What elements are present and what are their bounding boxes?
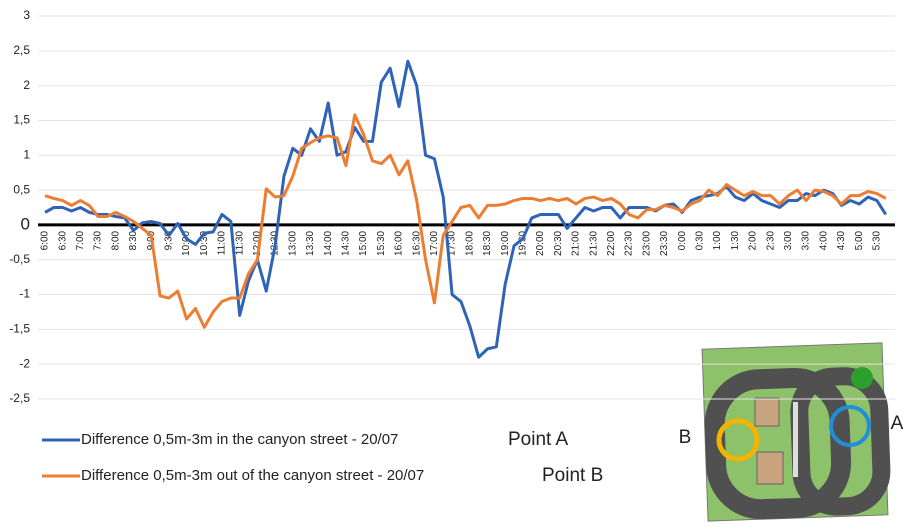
x-tick-label: 15:30: [376, 230, 387, 255]
y-tick-label: 3: [23, 8, 30, 22]
x-tick-label: 7:00: [75, 230, 86, 250]
x-tick-label: 18:00: [464, 230, 475, 255]
x-tick-label: 10:30: [199, 230, 210, 255]
x-tick-label: 3:00: [783, 230, 794, 250]
legend-label: Difference 0,5m-3m in the canyon street …: [81, 431, 398, 448]
x-tick-label: 4:00: [818, 230, 829, 250]
y-tick-label: 1: [23, 147, 30, 161]
x-tick-label: 12:00: [252, 230, 263, 255]
annotation: Point A: [508, 429, 569, 450]
x-tick-label: 14:00: [323, 230, 334, 255]
x-tick-label: 17:00: [429, 230, 440, 255]
data-line: [44, 113, 887, 329]
x-tick-label: 16:30: [411, 230, 422, 255]
data-line: [44, 59, 888, 359]
x-tick-label: 22:30: [624, 230, 635, 255]
x-tick-label: 19:30: [518, 230, 529, 255]
x-tick-label: 5:30: [872, 230, 883, 250]
y-tick-label: -1,5: [9, 322, 30, 336]
y-tick-label: 0: [21, 214, 30, 233]
x-tick-label: 19:00: [500, 230, 511, 255]
legend-label: Difference 0,5m-3m out of the canyon str…: [81, 467, 424, 484]
x-tick-label: 20:30: [553, 230, 564, 255]
y-tick-label: 2,5: [13, 43, 30, 57]
site-map: [701, 342, 891, 522]
x-tick-label: 6:00: [40, 230, 51, 250]
y-tick-label: -2,5: [9, 391, 30, 405]
x-tick-label: 0:30: [695, 230, 706, 250]
x-tick-label: 18:30: [482, 230, 493, 255]
x-tick-label: 13:30: [305, 230, 316, 255]
x-tick-label: 1:00: [712, 230, 723, 250]
y-tick-label: 1,5: [13, 113, 30, 127]
y-tick-label: -1: [19, 287, 30, 301]
x-tick-label: 13:00: [287, 230, 298, 255]
annotation: B: [679, 427, 692, 448]
x-tick-label: 11:30: [234, 230, 245, 255]
x-tick-label: 8:30: [128, 230, 139, 250]
x-tick-label: 20:00: [535, 230, 546, 255]
x-tick-label: 3:30: [801, 230, 812, 250]
x-tick-label: 23:00: [641, 230, 652, 255]
x-tick-label: 21:00: [571, 230, 582, 255]
y-tick-label: -0,5: [9, 252, 30, 266]
x-tick-label: 7:30: [93, 230, 104, 250]
y-tick-label: -2: [19, 356, 30, 370]
annotation: A: [891, 413, 904, 434]
x-tick-label: 16:00: [394, 230, 405, 255]
x-tick-label: 10:00: [181, 230, 192, 255]
x-tick-label: 4:30: [836, 230, 847, 250]
x-tick-label: 11:00: [217, 230, 228, 255]
x-tick-label: 23:30: [659, 230, 670, 255]
x-tick-label: 9:30: [164, 230, 175, 250]
x-tick-label: 1:30: [730, 230, 741, 250]
x-tick-label: 5:00: [854, 230, 865, 250]
y-tick-label: 0,5: [13, 182, 30, 196]
x-tick-label: 6:30: [57, 230, 68, 250]
x-tick-label: 17:30: [447, 230, 458, 255]
x-tick-label: 14:30: [341, 230, 352, 255]
x-tick-label: 15:00: [358, 230, 369, 255]
x-tick-label: 0:00: [677, 230, 688, 250]
x-tick-label: 2:00: [748, 230, 759, 250]
annotation: Point B: [542, 465, 603, 486]
y-tick-label: 2: [23, 78, 30, 92]
x-tick-label: 8:00: [110, 230, 121, 250]
x-tick-label: 2:30: [765, 230, 776, 250]
x-tick-label: 22:00: [606, 230, 617, 255]
x-tick-label: 21:30: [588, 230, 599, 255]
